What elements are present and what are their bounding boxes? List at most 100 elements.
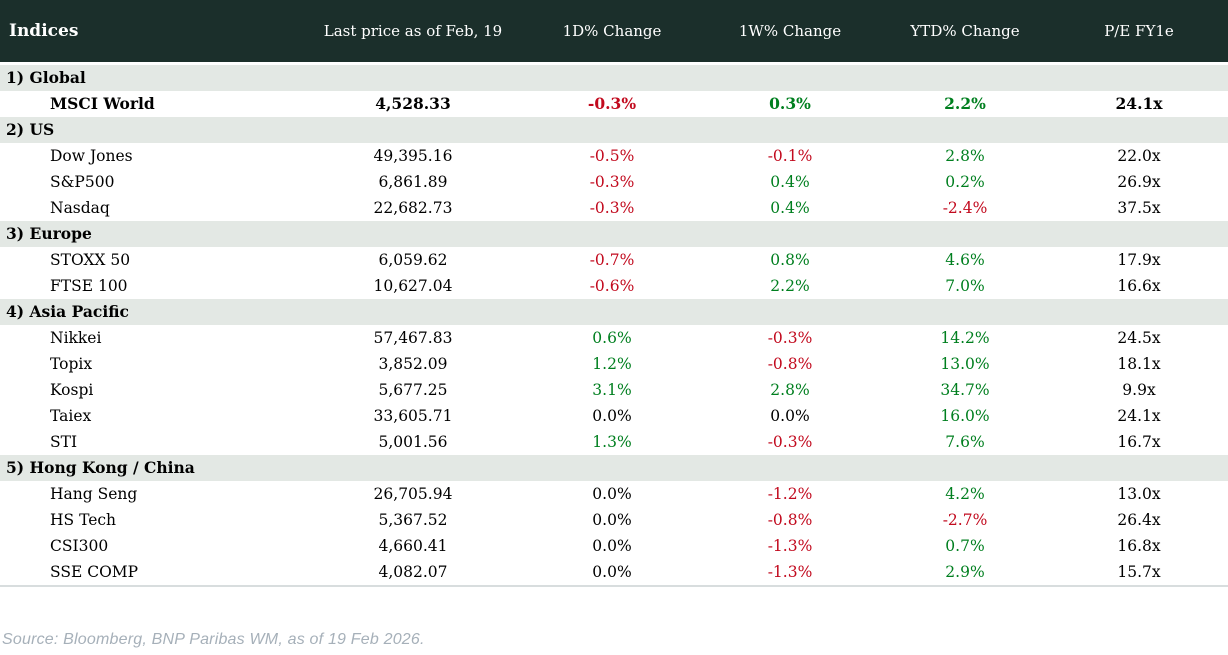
last-price-value: 10,627.04	[373, 277, 453, 295]
index-row-kospi: Kospi 5,677.25 3.1% 2.8% 34.7% 9.9x	[0, 377, 1228, 403]
section-label: 2) US	[6, 120, 55, 139]
pe-value: 26.4x	[1117, 511, 1161, 529]
pe-value: 18.1x	[1117, 355, 1161, 373]
section-header-5-hong-kong-china: 5) Hong Kong / China	[0, 455, 1228, 481]
index-name: Hang Seng	[50, 485, 138, 503]
section-header-2-us: 2) US	[0, 117, 1228, 143]
1w-change-value: 2.2%	[770, 277, 810, 295]
1w-change-value: 2.8%	[770, 381, 810, 399]
column-header-ytd-change: YTD% Change	[910, 22, 1020, 40]
1d-change-value: -0.3%	[587, 94, 637, 113]
pe-value: 24.5x	[1117, 329, 1161, 347]
index-row-ftse-100: FTSE 100 10,627.04 -0.6% 2.2% 7.0% 16.6x	[0, 273, 1228, 299]
last-price-value: 3,852.09	[378, 355, 448, 373]
1d-change-value: -0.7%	[589, 251, 635, 269]
pe-value: 16.6x	[1117, 277, 1161, 295]
1w-change-value: -0.3%	[767, 329, 813, 347]
index-row-s-p500: S&P500 6,861.89 -0.3% 0.4% 0.2% 26.9x	[0, 169, 1228, 195]
last-price-value: 57,467.83	[373, 329, 453, 347]
pe-value: 24.1x	[1115, 94, 1163, 113]
index-row-taiex: Taiex 33,605.71 0.0% 0.0% 16.0% 24.1x	[0, 403, 1228, 429]
1d-change-value: 0.0%	[592, 537, 632, 555]
ytd-change-value: 16.0%	[940, 407, 990, 425]
ytd-change-value: 7.0%	[945, 277, 985, 295]
1d-change-value: 0.0%	[592, 407, 632, 425]
pe-value: 13.0x	[1117, 485, 1161, 503]
index-row-dow-jones: Dow Jones 49,395.16 -0.5% -0.1% 2.8% 22.0x	[0, 143, 1228, 169]
index-row-sti: STI 5,001.56 1.3% -0.3% 7.6% 16.7x	[0, 429, 1228, 455]
ytd-change-value: 4.2%	[945, 485, 985, 503]
table-bottom-divider	[0, 585, 1228, 587]
pe-value: 16.7x	[1117, 433, 1161, 451]
ytd-change-value: 34.7%	[940, 381, 990, 399]
1w-change-value: -1.3%	[767, 563, 813, 581]
index-row-sse-comp: SSE COMP 4,082.07 0.0% -1.3% 2.9% 15.7x	[0, 559, 1228, 585]
last-price-value: 26,705.94	[373, 485, 453, 503]
ytd-change-value: -2.4%	[942, 199, 988, 217]
column-header-pe: P/E FY1e	[1104, 22, 1174, 40]
index-row-stoxx-50: STOXX 50 6,059.62 -0.7% 0.8% 4.6% 17.9x	[0, 247, 1228, 273]
index-row-csi300: CSI300 4,660.41 0.0% -1.3% 0.7% 16.8x	[0, 533, 1228, 559]
index-name: Taiex	[50, 407, 92, 425]
pe-value: 37.5x	[1117, 199, 1161, 217]
ytd-change-value: 2.2%	[944, 94, 986, 113]
last-price-value: 6,861.89	[378, 173, 448, 191]
section-label: 1) Global	[6, 68, 86, 87]
index-row-hang-seng: Hang Seng 26,705.94 0.0% -1.2% 4.2% 13.0x	[0, 481, 1228, 507]
pe-value: 15.7x	[1117, 563, 1161, 581]
column-header-1w-change: 1W% Change	[738, 22, 842, 40]
source-note: Source: Bloomberg, BNP Paribas WM, as of…	[2, 631, 425, 648]
index-row-nikkei: Nikkei 57,467.83 0.6% -0.3% 14.2% 24.5x	[0, 325, 1228, 351]
1w-change-value: -1.3%	[767, 537, 813, 555]
index-name: Nasdaq	[50, 199, 110, 217]
1d-change-value: 0.0%	[592, 485, 632, 503]
last-price-value: 5,677.25	[378, 381, 448, 399]
section-label: 4) Asia Pacific	[6, 302, 129, 321]
last-price-value: 4,082.07	[378, 563, 448, 581]
pe-value: 24.1x	[1117, 407, 1161, 425]
section-label: 3) Europe	[6, 224, 92, 243]
ytd-change-value: 0.2%	[945, 173, 985, 191]
1w-change-value: -0.8%	[767, 511, 813, 529]
pe-value: 17.9x	[1117, 251, 1161, 269]
pe-value: 16.8x	[1117, 537, 1161, 555]
1d-change-value: 1.2%	[592, 355, 632, 373]
last-price-value: 4,660.41	[378, 537, 448, 555]
1w-change-value: 0.0%	[770, 407, 810, 425]
index-row-nasdaq: Nasdaq 22,682.73 -0.3% 0.4% -2.4% 37.5x	[0, 195, 1228, 221]
ytd-change-value: 0.7%	[945, 537, 985, 555]
1d-change-value: 1.3%	[592, 433, 632, 451]
index-row-topix: Topix 3,852.09 1.2% -0.8% 13.0% 18.1x	[0, 351, 1228, 377]
index-row-msci-world: MSCI World 4,528.33 -0.3% 0.3% 2.2% 24.1x	[0, 91, 1228, 117]
last-price-value: 6,059.62	[378, 251, 448, 269]
1d-change-value: 3.1%	[592, 381, 632, 399]
index-name: STI	[50, 433, 78, 451]
ytd-change-value: -2.7%	[942, 511, 988, 529]
1w-change-value: 0.4%	[770, 199, 810, 217]
section-header-4-asia-pacific: 4) Asia Pacific	[0, 299, 1228, 325]
column-header-last-price: Last price as of Feb, 19	[323, 22, 503, 40]
1w-change-value: -0.1%	[767, 147, 813, 165]
table-body: 1) Global MSCI World 4,528.33 -0.3% 0.3% 2.2%…	[0, 65, 1228, 585]
index-name: CSI300	[50, 537, 109, 555]
1w-change-value: -0.3%	[767, 433, 813, 451]
1d-change-value: 0.6%	[592, 329, 632, 347]
1d-change-value: -0.6%	[589, 277, 635, 295]
section-header-1-global: 1) Global	[0, 65, 1228, 91]
last-price-value: 5,001.56	[378, 433, 448, 451]
ytd-change-value: 13.0%	[940, 355, 990, 373]
1w-change-value: 0.3%	[769, 94, 811, 113]
index-name: FTSE 100	[50, 277, 128, 295]
index-name: S&P500	[50, 173, 115, 191]
index-name: SSE COMP	[50, 563, 139, 581]
last-price-value: 49,395.16	[373, 147, 453, 165]
1d-change-value: 0.0%	[592, 563, 632, 581]
ytd-change-value: 2.9%	[945, 563, 985, 581]
index-name: Nikkei	[50, 329, 102, 347]
1w-change-value: -1.2%	[767, 485, 813, 503]
index-name: Topix	[50, 355, 93, 373]
index-name: Dow Jones	[50, 147, 133, 165]
ytd-change-value: 2.8%	[945, 147, 985, 165]
index-row-hs-tech: HS Tech 5,367.52 0.0% -0.8% -2.7% 26.4x	[0, 507, 1228, 533]
